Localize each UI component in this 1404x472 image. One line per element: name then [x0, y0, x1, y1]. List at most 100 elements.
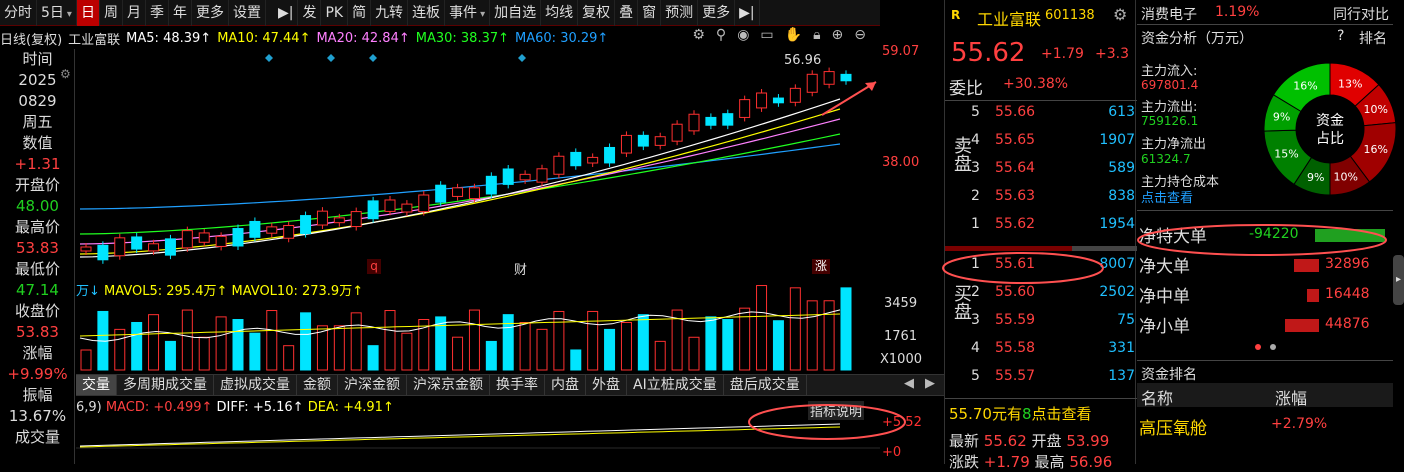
col-pct[interactable]: 涨幅 — [1275, 389, 1308, 408]
chart-tools: ⚙ ⚲ ◉ ▭ ✋ 🔒︎ ⊕ ⊖ — [692, 27, 872, 43]
tool-item-0[interactable]: 发 — [298, 0, 322, 26]
net-flow-label: 净中单 — [1139, 287, 1190, 307]
buy-order-row: 3 55.59 75 — [971, 312, 1137, 338]
main-inflow-value: 697801.4 — [1141, 78, 1199, 92]
rank-table-header: 名称 涨幅 — [1137, 383, 1393, 408]
period-tab-2[interactable]: 月 — [123, 0, 146, 26]
event-diamond-icon[interactable] — [265, 54, 273, 62]
buy-price: 55.60 — [995, 284, 1036, 300]
net-flow-value: 44876 — [1325, 316, 1370, 332]
page-dot-active[interactable] — [1255, 344, 1261, 350]
left-info-7: 48.00 — [16, 197, 59, 215]
lock-icon[interactable]: 🔒︎ — [813, 27, 821, 43]
sell-price: 55.64 — [995, 160, 1036, 176]
candle-body — [756, 92, 768, 109]
tool-item-2[interactable]: 简 — [348, 0, 372, 26]
scroll-arrow-icon[interactable]: ▸ — [1396, 274, 1402, 285]
chart-type-label[interactable]: 日线(复权) — [0, 32, 63, 48]
macd-header: 6,9) MACD: +0.499↑ DIFF: +5.16↑ DEA: +4.… — [76, 400, 394, 415]
tool-item-3[interactable]: 九转 — [371, 0, 409, 26]
quote-settings-icon[interactable]: ⚙ — [1113, 5, 1128, 24]
toolbar-item-0[interactable]: 分时 — [0, 0, 37, 26]
high-price-label: 56.96 — [784, 53, 822, 68]
candlestick-chart[interactable] — [76, 49, 880, 275]
event-diamond-icon[interactable] — [369, 54, 377, 62]
rank-row[interactable]: 高压氧舱 +2.79% — [1137, 414, 1393, 442]
event-marker-cai[interactable]: 财 — [514, 263, 528, 278]
macd-chart[interactable] — [76, 398, 880, 464]
event-diamond-icon[interactable] — [518, 54, 526, 62]
candle-body — [181, 230, 193, 249]
indicator-tab-0[interactable]: 交量 — [76, 375, 117, 395]
candle-body — [823, 71, 835, 85]
left-settings-icon[interactable]: ⚙ — [60, 67, 71, 81]
zoom-in-icon[interactable]: ⊕ — [831, 27, 844, 43]
candle-body — [300, 215, 312, 235]
panel-scroll-handle[interactable] — [1393, 255, 1404, 305]
tabs-scroll-right-icon[interactable]: ▶ — [925, 376, 935, 391]
indicator-tab-10[interactable]: 盘后成交量 — [724, 375, 807, 395]
main-net-label: 主力净流出 — [1141, 137, 1207, 152]
help-icon[interactable]: ? — [1337, 28, 1345, 44]
sector-name[interactable]: 消费电子 — [1141, 7, 1197, 23]
hand-icon[interactable]: ✋ — [784, 27, 803, 43]
candle-body — [114, 237, 126, 257]
divider — [945, 398, 1137, 399]
indicator-tab-7[interactable]: 内盘 — [545, 375, 586, 395]
candle-body — [333, 217, 345, 224]
period-tab-4[interactable]: 年 — [169, 0, 192, 26]
indicator-tab-6[interactable]: 换手率 — [490, 375, 545, 395]
volume-bar — [756, 285, 768, 371]
eye-icon[interactable]: ◉ — [737, 27, 750, 43]
cost-link[interactable]: 点击查看 — [1141, 191, 1194, 206]
settings-icon[interactable]: ⚙ — [692, 27, 705, 43]
tool-item-1[interactable]: PK — [321, 0, 349, 26]
tool-item-5[interactable]: 事件 — [445, 0, 491, 26]
indicator-tab-3[interactable]: 金额 — [297, 375, 338, 395]
tool-item-4[interactable]: 连板 — [408, 0, 446, 26]
col-name[interactable]: 名称 — [1141, 389, 1174, 408]
event-marker-zhang[interactable]: 涨 — [812, 259, 830, 274]
indicator-tab-4[interactable]: 沪深金额 — [338, 375, 407, 395]
period-tab-3[interactable]: 季 — [146, 0, 169, 26]
toolbar-end-icon[interactable]: ▶| — [735, 0, 760, 26]
period-tab-1[interactable]: 周 — [100, 0, 123, 26]
toolbar-right-item-2[interactable]: 复权 — [578, 0, 616, 26]
volume-chart[interactable] — [76, 278, 880, 373]
event-diamond-icon[interactable] — [327, 54, 335, 62]
volume-bar — [215, 316, 227, 371]
toolbar-item-1[interactable]: 5日 — [37, 0, 77, 26]
donut-center-text: 资金 — [1316, 113, 1344, 129]
indicator-tab-5[interactable]: 沪深京金额 — [407, 375, 490, 395]
page-dot[interactable] — [1270, 344, 1276, 350]
toolbar-right-item-4[interactable]: 窗 — [638, 0, 662, 26]
net-flow-value: 32896 — [1325, 256, 1370, 272]
period-tab-5[interactable]: 更多 — [192, 0, 229, 26]
toolbar-right-item-1[interactable]: 均线 — [541, 0, 579, 26]
zoom-out-icon[interactable]: ⊖ — [854, 27, 866, 43]
toolbar-right-item-5[interactable]: 预测 — [661, 0, 699, 26]
toolbar-right-item-6[interactable]: 更多 — [698, 0, 736, 26]
price-axis-top: 59.07 — [882, 44, 920, 59]
main-inflow-label: 主力流入: — [1141, 64, 1198, 79]
sell-volume: 613 — [1108, 104, 1135, 120]
adjust-icon[interactable]: ⚲ — [715, 27, 727, 43]
toolbar-right-item-3[interactable]: 叠 — [615, 0, 639, 26]
rank-pct: +2.79% — [1271, 416, 1328, 432]
window-icon[interactable]: ▭ — [760, 27, 774, 43]
toolbar-right-item-0[interactable]: 加自选 — [490, 0, 542, 26]
period-tab-0[interactable]: 日 — [76, 0, 100, 26]
rank-link[interactable]: 排名 — [1359, 31, 1387, 47]
promo-link[interactable]: 点击查看 — [1031, 405, 1092, 423]
event-marker-q[interactable]: q — [367, 259, 381, 274]
toolbar-play-icon[interactable]: ▶| — [274, 0, 299, 26]
peer-compare-link[interactable]: 同行对比 — [1333, 7, 1389, 23]
tabs-scroll-left-icon[interactable]: ◀ — [904, 376, 914, 391]
indicator-tab-8[interactable]: 外盘 — [586, 375, 627, 395]
indicator-tab-2[interactable]: 虚拟成交量 — [214, 375, 297, 395]
indicator-tab-1[interactable]: 多周期成交量 — [117, 375, 214, 395]
net-flow-value: 16448 — [1325, 286, 1370, 302]
period-tab-6[interactable]: 设置 — [229, 0, 266, 26]
indicator-tab-9[interactable]: AI立桩成交量 — [627, 375, 724, 395]
volume-bar — [553, 310, 565, 371]
